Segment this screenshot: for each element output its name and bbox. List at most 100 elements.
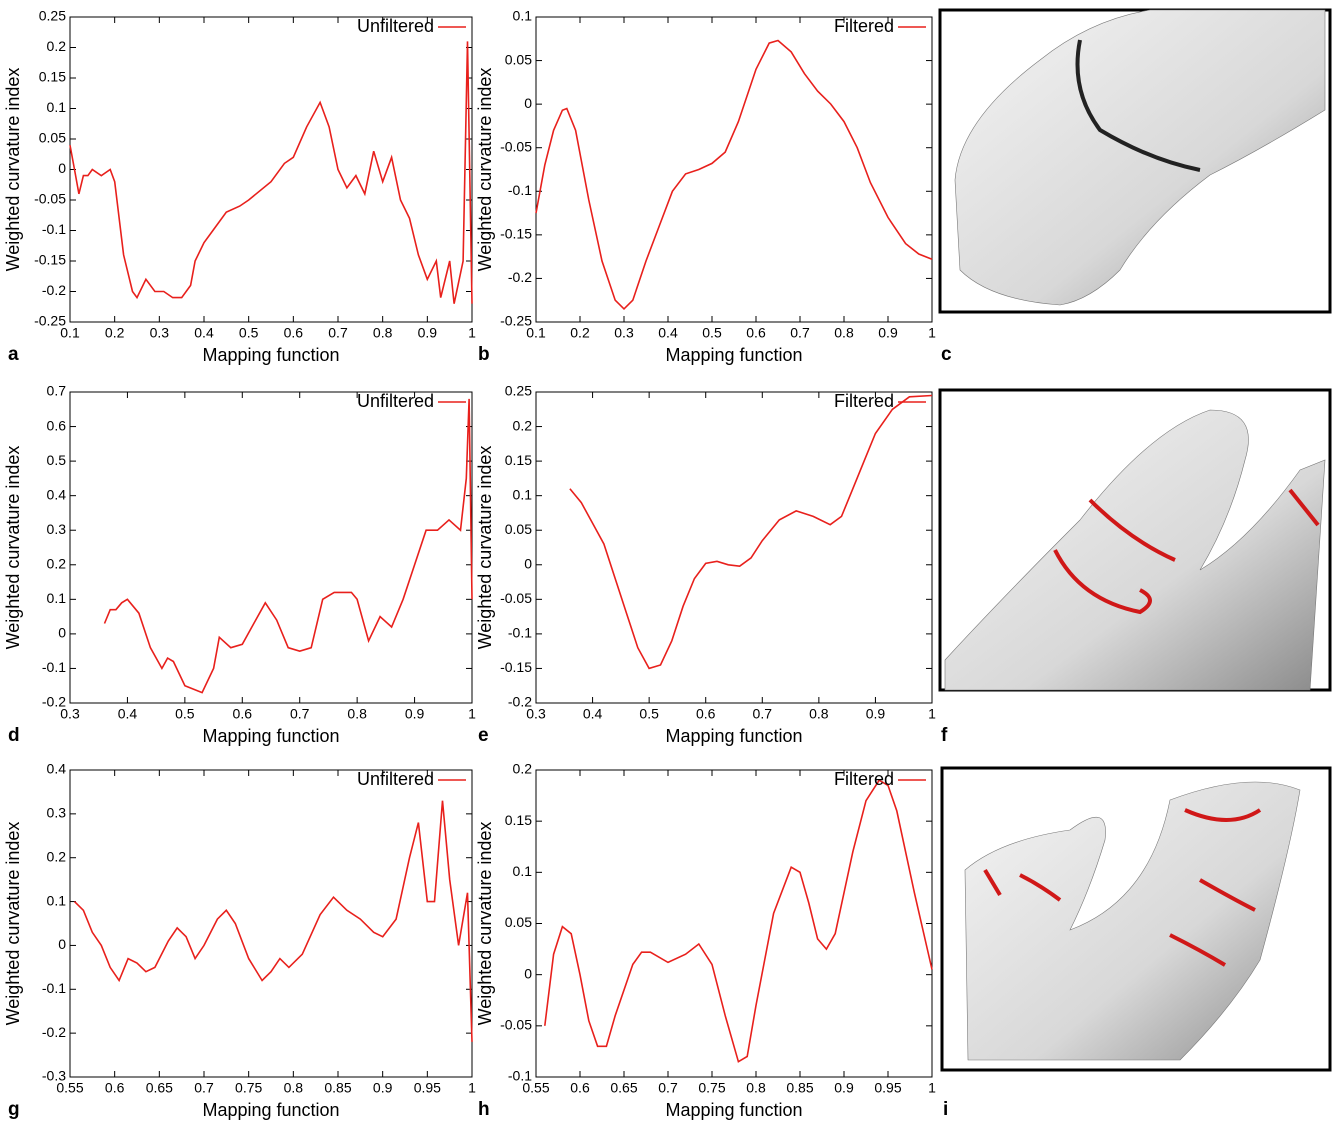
legend-label: Filtered: [834, 391, 894, 411]
x-tick-label: 0.9: [834, 1080, 854, 1096]
x-tick-label: 0.3: [60, 706, 80, 722]
y-axis-label: Weighted curvature index: [3, 68, 23, 272]
x-tick-label: 0.5: [239, 325, 259, 341]
legend-label: Unfiltered: [357, 391, 434, 411]
segment-boundary: [983, 868, 1002, 897]
x-tick-label: 0.2: [570, 325, 590, 341]
data-line: [569, 394, 933, 670]
x-tick-label: 0.65: [146, 1080, 173, 1096]
y-tick-label: 0.2: [47, 555, 67, 571]
x-tick-label: 1: [468, 325, 476, 341]
panel-label: i: [943, 1099, 948, 1120]
y-tick-label: 0.1: [513, 863, 533, 879]
y-tick-label: 0.1: [47, 590, 67, 606]
x-axis-label: Mapping function: [202, 1100, 339, 1120]
x-tick-label: 0.85: [786, 1080, 813, 1096]
segment-boundary: [1053, 549, 1152, 615]
x-tick-label: 0.4: [658, 325, 678, 341]
legend-label: Filtered: [834, 769, 894, 789]
y-tick-label: -0.2: [42, 282, 66, 298]
x-tick-label: 0.5: [639, 706, 659, 722]
plot-frame: [535, 391, 933, 704]
y-tick-label: 0.05: [505, 51, 532, 67]
x-tick-label: 0.7: [290, 706, 310, 722]
x-tick-label: 0.9: [418, 325, 438, 341]
y-tick-label: 0.25: [505, 383, 532, 399]
segment-boundary: [1075, 39, 1201, 172]
x-tick-label: 0.95: [874, 1080, 901, 1096]
x-tick-label: 0.75: [698, 1080, 725, 1096]
x-tick-label: 0.5: [702, 325, 722, 341]
y-tick-label: -0.1: [42, 659, 66, 675]
plot-frame: [535, 16, 933, 323]
panel-label: h: [478, 1099, 490, 1120]
plot-frame: [69, 16, 473, 323]
panel-label: c: [941, 344, 952, 365]
x-tick-label: 0.9: [405, 706, 425, 722]
x-tick-label: 0.7: [328, 325, 348, 341]
segment-boundary: [1088, 498, 1176, 562]
data-line: [69, 41, 473, 304]
x-tick-label: 0.6: [570, 1080, 590, 1096]
x-tick-label: 0.9: [373, 1080, 393, 1096]
plot-frame: [69, 769, 473, 1078]
x-tick-label: 0.6: [746, 325, 766, 341]
y-tick-label: 0.15: [505, 812, 532, 828]
x-tick-label: 0.55: [56, 1080, 83, 1096]
x-axis-label: Mapping function: [665, 726, 802, 746]
y-tick-label: -0.15: [500, 659, 532, 675]
panel-label: d: [8, 725, 20, 746]
x-axis-label: Mapping function: [665, 1100, 802, 1120]
x-tick-label: 0.8: [373, 325, 393, 341]
x-tick-label: 0.6: [233, 706, 253, 722]
plot-frame: [535, 769, 933, 1078]
hand-surface: [964, 781, 1301, 1061]
legend-label: Unfiltered: [357, 16, 434, 36]
x-tick-label: 0.8: [834, 325, 854, 341]
y-tick-label: 0.05: [505, 914, 532, 930]
x-tick-label: 0.4: [583, 706, 603, 722]
panel-label: a: [8, 344, 19, 365]
y-tick-label: 0.05: [505, 521, 532, 537]
y-tick-label: 0: [58, 625, 66, 641]
y-tick-label: 0.4: [47, 761, 67, 777]
y-tick-label: -0.25: [500, 313, 532, 329]
segment-boundary: [1288, 488, 1320, 527]
y-tick-label: -0.15: [500, 226, 532, 242]
y-tick-label: 0.15: [39, 69, 66, 85]
y-tick-label: 0.5: [47, 452, 67, 468]
y-tick-label: -0.1: [508, 625, 532, 641]
plot-frame: [69, 391, 473, 704]
x-tick-label: 0.85: [324, 1080, 351, 1096]
x-tick-label: 0.7: [194, 1080, 214, 1096]
data-line: [544, 779, 933, 1063]
panel-label: g: [8, 1099, 20, 1120]
y-tick-label: -0.2: [508, 269, 532, 285]
y-tick-label: -0.1: [508, 182, 532, 198]
x-tick-label: 0.2: [105, 325, 125, 341]
x-tick-label: 0.7: [790, 325, 810, 341]
x-tick-label: 0.4: [194, 325, 214, 341]
segment-boundary: [1199, 878, 1256, 912]
y-tick-label: 0.1: [513, 8, 533, 24]
x-tick-label: 0.65: [610, 1080, 637, 1096]
y-tick-label: 0.05: [39, 130, 66, 146]
y-tick-label: -0.05: [34, 191, 66, 207]
segment-boundary: [1019, 873, 1062, 902]
y-tick-label: -0.1: [42, 221, 66, 237]
segment-boundary: [1184, 808, 1262, 822]
data-line: [73, 800, 473, 1042]
segment-boundary: [1169, 933, 1227, 967]
y-axis-label: Weighted curvature index: [475, 68, 495, 272]
y-tick-label: -0.2: [42, 694, 66, 710]
y-tick-label: 0: [524, 555, 532, 571]
y-tick-label: 0.2: [47, 38, 67, 54]
x-tick-label: 0.5: [175, 706, 195, 722]
panel-label: f: [941, 725, 948, 746]
x-tick-label: 1: [468, 1080, 476, 1096]
y-axis-label: Weighted curvature index: [3, 446, 23, 650]
y-tick-label: 0.7: [47, 383, 67, 399]
y-tick-label: 0.3: [47, 521, 67, 537]
hand-surface: [954, 9, 1326, 306]
x-tick-label: 0.3: [614, 325, 634, 341]
